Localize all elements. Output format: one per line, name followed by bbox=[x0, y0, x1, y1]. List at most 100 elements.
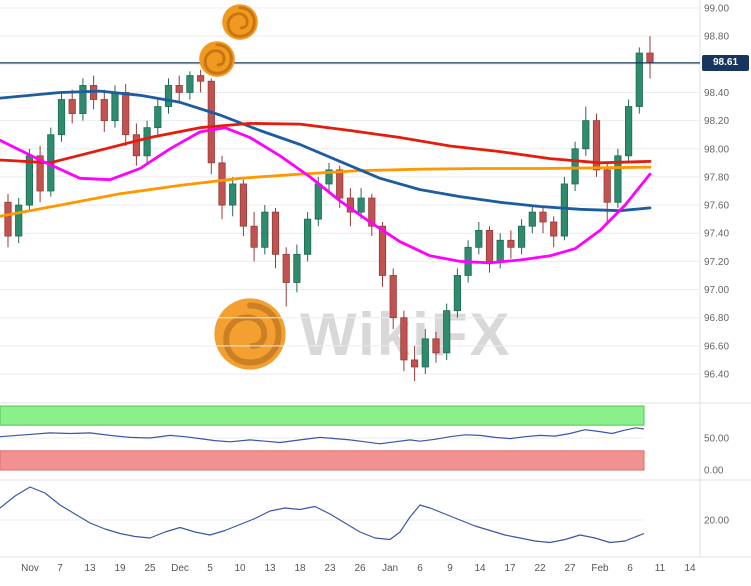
candle-body bbox=[218, 162, 226, 206]
candle-body bbox=[443, 310, 451, 354]
axis-label: 96.40 bbox=[704, 370, 729, 381]
candle-body bbox=[646, 52, 654, 64]
candle-body bbox=[207, 80, 215, 164]
candle-body bbox=[496, 239, 504, 262]
x-axis-label: 6 bbox=[417, 563, 423, 574]
axis-label: 97.40 bbox=[704, 229, 729, 240]
axis-label: 96.80 bbox=[704, 313, 729, 324]
x-axis-label: 13 bbox=[84, 563, 96, 574]
candle-body bbox=[132, 134, 140, 157]
x-axis-label: 25 bbox=[144, 563, 156, 574]
momentum-line bbox=[0, 486, 645, 544]
x-axis-label: 17 bbox=[504, 563, 516, 574]
candle-body bbox=[122, 92, 130, 136]
ma-mid-blue bbox=[0, 89, 652, 213]
candle-body bbox=[36, 155, 44, 192]
x-axis-label: 23 bbox=[324, 563, 336, 574]
rsi-line bbox=[0, 427, 645, 445]
axis-label: 96.60 bbox=[704, 341, 729, 352]
axis-label: 98.00 bbox=[704, 144, 729, 155]
axis-label: 97.20 bbox=[704, 257, 729, 268]
candle-body bbox=[475, 230, 483, 248]
ma-fast-magenta bbox=[0, 126, 652, 265]
candle-body bbox=[368, 197, 376, 227]
candle-body bbox=[518, 225, 526, 248]
candle-body bbox=[229, 183, 237, 206]
candle-body bbox=[625, 106, 633, 157]
axis-label: 98.40 bbox=[704, 88, 729, 99]
candle-body bbox=[293, 253, 301, 283]
axis-label: 97.00 bbox=[704, 285, 729, 296]
candle-body bbox=[336, 169, 344, 199]
x-axis-label: 6 bbox=[627, 563, 633, 574]
candle-body bbox=[389, 275, 397, 319]
candle-body bbox=[400, 317, 408, 361]
last-price-badge: 98.61 bbox=[702, 54, 749, 71]
wikifx-logo-icon bbox=[198, 40, 236, 78]
candle-body bbox=[282, 253, 290, 283]
candle-body bbox=[15, 204, 23, 237]
x-axis-label: 11 bbox=[655, 563, 666, 574]
axis-label: 98.20 bbox=[704, 116, 729, 127]
x-axis-label: Jan bbox=[382, 563, 398, 574]
candle-body bbox=[143, 127, 151, 157]
axis-label: 99.00 bbox=[704, 4, 729, 15]
candle-body bbox=[421, 338, 429, 368]
candle-body bbox=[592, 120, 601, 171]
candle-body bbox=[432, 338, 440, 354]
wikifx-logo-icon bbox=[221, 3, 259, 41]
axis-label: 97.80 bbox=[704, 172, 729, 183]
ma-long-orange bbox=[0, 165, 652, 218]
candle-body bbox=[79, 85, 87, 114]
candle-body bbox=[507, 239, 515, 248]
x-axis-label: Feb bbox=[591, 563, 609, 574]
candle-body bbox=[111, 92, 119, 122]
candle-body bbox=[410, 359, 419, 368]
candle-body bbox=[4, 201, 12, 237]
axis-label: 97.60 bbox=[704, 201, 729, 212]
candle-body bbox=[175, 85, 183, 93]
candle-body bbox=[603, 169, 611, 203]
axis-label: 98.80 bbox=[704, 32, 729, 43]
candle-body bbox=[100, 99, 108, 122]
x-axis-label: 14 bbox=[684, 563, 696, 574]
candle-body bbox=[485, 230, 494, 262]
x-axis-label: 5 bbox=[207, 563, 213, 574]
x-axis-label: 19 bbox=[114, 563, 126, 574]
candle-body bbox=[303, 218, 312, 255]
candle-body bbox=[582, 120, 590, 150]
candle-body bbox=[68, 99, 76, 114]
x-axis-label: 26 bbox=[354, 563, 366, 574]
wikifx-logo-icon bbox=[212, 296, 288, 372]
x-axis-label: 27 bbox=[564, 563, 576, 574]
x-axis-label: 10 bbox=[234, 563, 246, 574]
x-axis-label: Nov bbox=[21, 563, 39, 574]
candle-body bbox=[325, 169, 333, 185]
candle-body bbox=[261, 211, 269, 248]
candle-body bbox=[271, 211, 280, 255]
candle-body bbox=[539, 211, 547, 223]
candle-body bbox=[154, 106, 162, 129]
candle-body bbox=[635, 52, 643, 107]
axis-label: 50.00 bbox=[704, 434, 729, 445]
candle-body bbox=[357, 197, 365, 213]
candle-body bbox=[571, 148, 579, 185]
candle-body bbox=[453, 275, 462, 312]
axis-label: 20.00 bbox=[704, 516, 729, 527]
candle-body bbox=[25, 155, 34, 206]
threshold-band bbox=[0, 405, 645, 426]
x-axis-label: 14 bbox=[474, 563, 486, 574]
x-axis-label: 18 bbox=[294, 563, 306, 574]
candle-body bbox=[378, 225, 387, 276]
x-axis-label: Dec bbox=[171, 563, 189, 574]
candle-body bbox=[239, 183, 247, 227]
candle-body bbox=[560, 183, 569, 237]
candle-body bbox=[186, 75, 194, 93]
candlesticks bbox=[4, 36, 654, 382]
candle-body bbox=[250, 225, 258, 248]
candle-body bbox=[196, 75, 205, 82]
candle-body bbox=[614, 155, 622, 203]
x-axis-label: 9 bbox=[447, 563, 453, 574]
